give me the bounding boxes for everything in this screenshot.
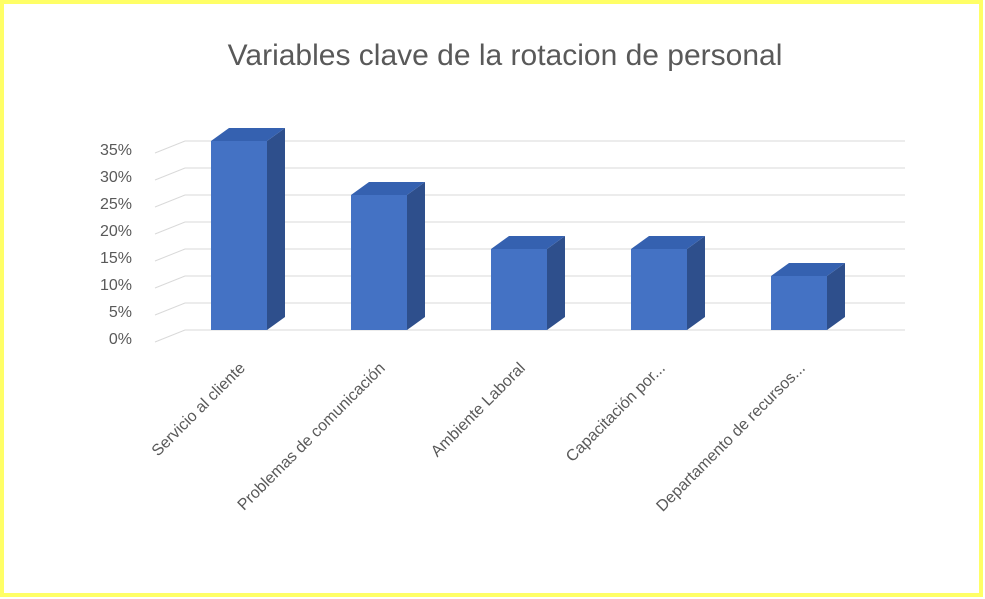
grid-line [154,167,905,181]
y-tick-label: 35% [100,142,132,159]
grid-line [154,221,905,235]
bar [351,182,425,330]
bar-top [771,263,845,276]
bar-top [211,128,285,141]
bar-side [827,263,845,330]
bar [491,236,565,330]
grid-line [154,140,905,154]
bar-front [351,195,407,330]
bar-front [631,249,687,330]
bar-front [491,249,547,330]
y-tick-label: 10% [100,277,132,294]
y-tick-label: 30% [100,169,132,186]
bar-front [771,276,827,330]
chart-title: Variables clave de la rotacion de person… [228,39,783,72]
y-tick-label: 0% [109,331,132,348]
bar-side [267,128,285,330]
y-tick-label: 25% [100,196,132,213]
y-tick-label: 15% [100,250,132,267]
bar-front [211,141,267,330]
y-tick-label: 5% [109,304,132,321]
bar [631,236,705,330]
grid-line [154,194,905,208]
bar-top [631,236,705,249]
bar-side [687,236,705,330]
bar [211,128,285,330]
bar-top [351,182,425,195]
bar-side [547,236,565,330]
y-tick-label: 20% [100,223,132,240]
bar-side [407,182,425,330]
bar [771,263,845,330]
bar-top [491,236,565,249]
